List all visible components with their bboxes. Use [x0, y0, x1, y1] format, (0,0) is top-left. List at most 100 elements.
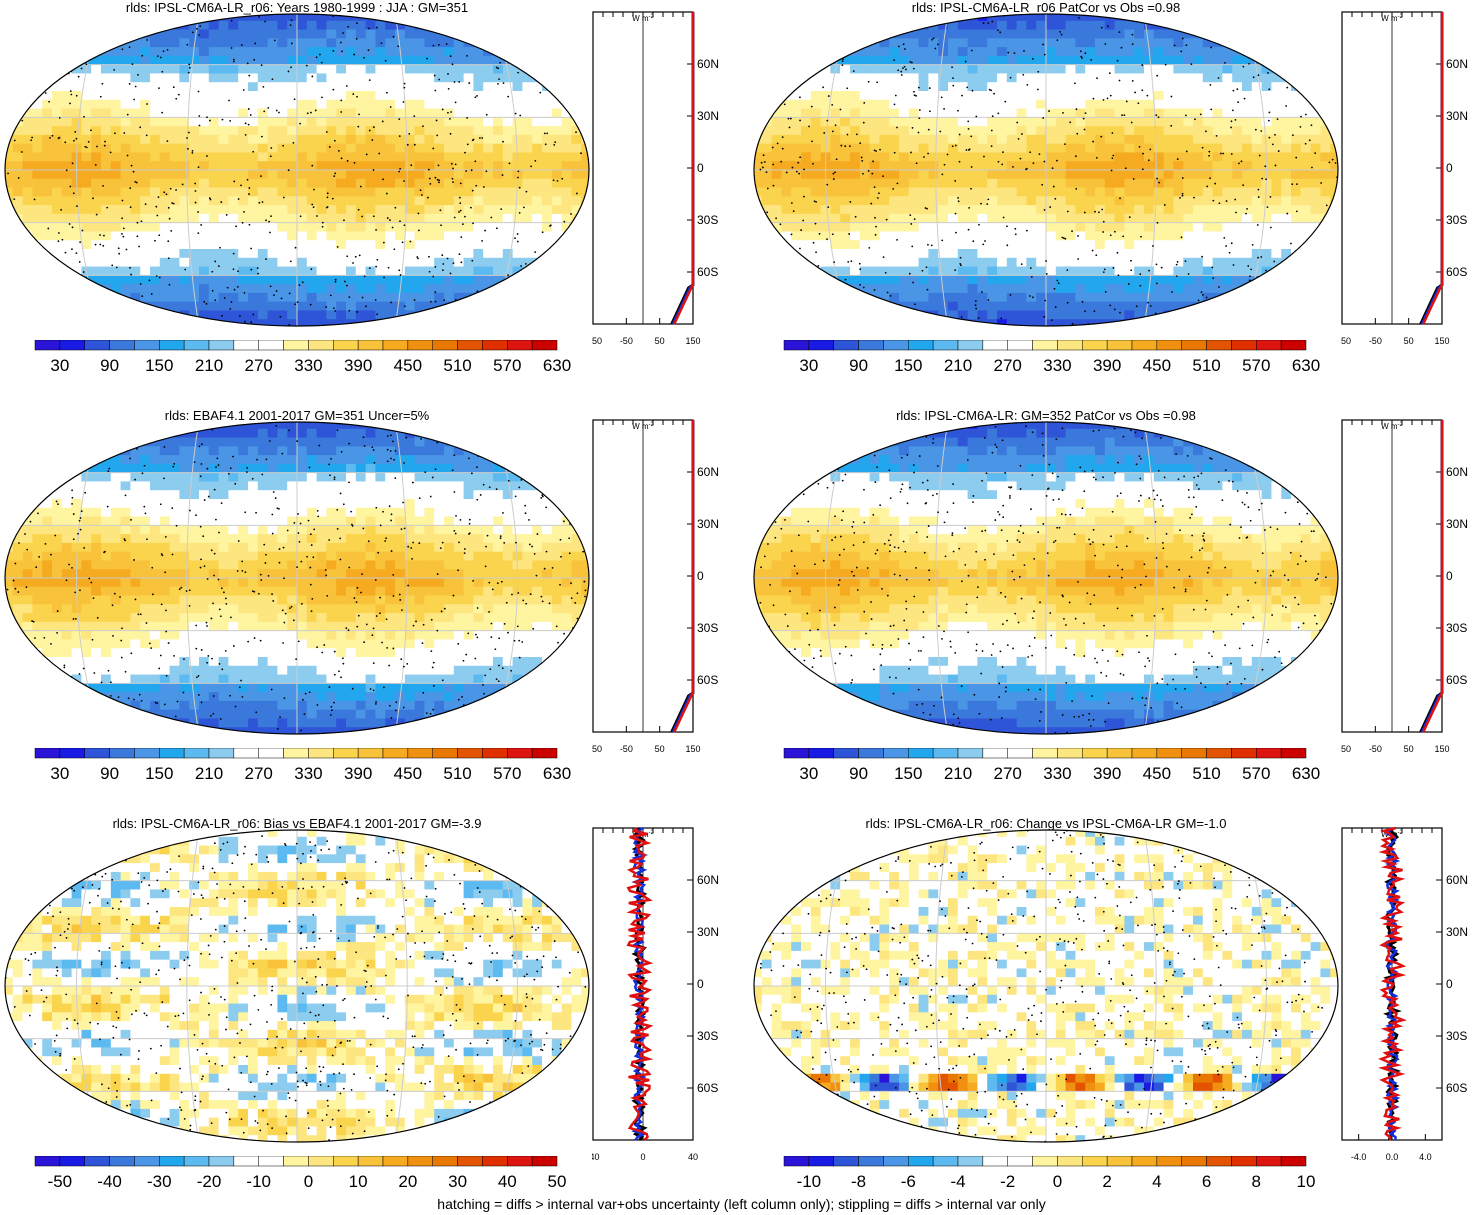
profile-x-tick-label: -50 [620, 336, 633, 346]
profile-x-tick-label: -150 [592, 744, 602, 754]
colorbar-tick-label: 510 [1192, 764, 1220, 783]
colorbar-tick-label: 450 [1143, 764, 1171, 783]
colorbar-box [407, 1156, 433, 1167]
colorbar-box [159, 748, 185, 759]
colorbar-box [1082, 1156, 1108, 1167]
colorbar-box [1106, 340, 1133, 351]
colorbar-box [908, 748, 934, 759]
colorbar-tick-label: 30 [799, 764, 818, 783]
zonal-profile-3: W m-2 60N 30N 0 30S 60S -150 -50 50 150 [1341, 419, 1468, 754]
colorbar-box [457, 748, 483, 759]
colorbar-tick-label: 150 [145, 764, 173, 783]
colorbar-tick-label: 570 [493, 356, 521, 375]
colorbar-box [357, 1156, 384, 1167]
lat-tick-label: 0 [697, 161, 704, 175]
lat-tick-label: 60N [697, 465, 719, 479]
profile-x-tick-label: -150 [1341, 336, 1351, 346]
colorbar-tick-label: 2 [1102, 1172, 1111, 1191]
lat-tick-label: 0 [1446, 977, 1453, 991]
colorbar-tick-label: 40 [498, 1172, 517, 1191]
colorbar-box [1082, 340, 1108, 351]
colorbar-box [1057, 1156, 1083, 1167]
colorbar-box [283, 748, 309, 759]
colorbar-box [1231, 748, 1257, 759]
map-1 [753, 13, 1339, 327]
colorbar-tick-label: 630 [1292, 764, 1320, 783]
profile-x-tick-label: 0 [640, 1152, 645, 1162]
colorbar-box [908, 340, 934, 351]
colorbar-box [883, 748, 909, 759]
colorbar-tick-label: 50 [548, 1172, 567, 1191]
colorbar-box [1057, 748, 1083, 759]
colorbar-box [531, 1156, 558, 1167]
colorbar-box [858, 1156, 884, 1167]
colorbar-box [808, 748, 834, 759]
colorbar-box [482, 1156, 508, 1167]
colorbar-tick-label: 210 [944, 356, 972, 375]
colorbar-tick-label: 90 [100, 356, 119, 375]
lat-tick-label: 30S [697, 213, 718, 227]
colorbar-tick-label: 390 [1093, 764, 1121, 783]
colorbar-box [1131, 1156, 1158, 1167]
colorbar-box [833, 340, 859, 351]
colorbar-box [84, 340, 110, 351]
colorbar-tick-label: 390 [344, 764, 372, 783]
profile-x-tick-label: 50 [1404, 336, 1414, 346]
unit-label: W m-2 [632, 422, 654, 431]
zonal-profile-1: W m-2 60N 30N 0 30S 60S -150 -50 50 150 [1341, 11, 1468, 346]
profile-x-tick-label: 50 [1404, 744, 1414, 754]
colorbar-tick-label: -2 [1000, 1172, 1015, 1191]
colorbar-box [233, 748, 259, 759]
colorbar-tick-label: 8 [1252, 1172, 1261, 1191]
lat-tick-label: 60S [697, 265, 718, 279]
colorbar-box [382, 340, 409, 351]
map-3 [753, 421, 1339, 735]
lat-tick-label: 60N [1446, 57, 1468, 71]
colorbar-box [1280, 340, 1307, 351]
colorbar-box [134, 1156, 160, 1167]
colorbar-box [531, 748, 558, 759]
lat-tick-label: 60N [1446, 873, 1468, 887]
colorbar-tick-label: 30 [50, 356, 69, 375]
colorbar-box [333, 748, 359, 759]
colorbar-box [1156, 748, 1182, 759]
lat-tick-label: 0 [1446, 161, 1453, 175]
colorbar-box [833, 748, 859, 759]
colorbar-box [59, 748, 85, 759]
colorbar-box [233, 340, 259, 351]
panel-title: rlds: EBAF4.1 2001-2017 GM=351 Uncer=5% [164, 408, 430, 423]
colorbar-box [109, 1156, 135, 1167]
colorbar-tick-label: 510 [1192, 356, 1220, 375]
colorbar-box [233, 1156, 259, 1167]
profile-x-tick-label: 150 [685, 336, 700, 346]
colorbar-box [957, 340, 984, 351]
lat-tick-label: 60N [1446, 465, 1468, 479]
colorbar-box [1131, 748, 1158, 759]
colorbar-box [258, 748, 284, 759]
colorbar-box [932, 1156, 959, 1167]
profile-x-tick-label: -40 [592, 1152, 600, 1162]
colorbar-box [1181, 1156, 1207, 1167]
colorbar-box [531, 340, 558, 351]
panel-title: rlds: IPSL-CM6A-LR_r06: Years 1980-1999 … [125, 0, 469, 15]
colorbar-box [482, 748, 508, 759]
profile-x-tick-label: 50 [655, 744, 665, 754]
colorbar-tick-label: 210 [944, 764, 972, 783]
colorbar-1: 30 90 150 210 270 330 390 450 510 570 630 [783, 340, 1320, 375]
colorbar-tick-label: 150 [894, 764, 922, 783]
map-5 [753, 829, 1339, 1143]
profile-x-tick-label: 150 [685, 744, 700, 754]
colorbar-box [258, 1156, 284, 1167]
profile-line-red [1377, 826, 1407, 1141]
lat-tick-label: 30S [697, 1029, 718, 1043]
lat-tick-label: 60N [697, 57, 719, 71]
colorbar-box [808, 340, 834, 351]
lat-tick-label: 0 [697, 977, 704, 991]
colorbar-tick-label: 630 [543, 764, 571, 783]
colorbar-box [507, 340, 533, 351]
colorbar-box [357, 748, 384, 759]
colorbar-box [407, 748, 433, 759]
colorbar-box [1032, 340, 1058, 351]
colorbar-box [1256, 748, 1282, 759]
